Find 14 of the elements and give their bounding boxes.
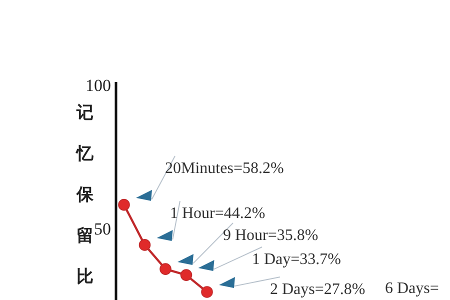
annotation: 20Minutes=58.2% <box>165 160 284 177</box>
point <box>118 198 130 211</box>
text: 6 Days= <box>385 280 439 297</box>
text: 2 Days=27.8% <box>270 281 366 298</box>
annotation: 1 Hour=44.2% <box>170 205 266 222</box>
text: 1 Day=33.7% <box>252 251 342 268</box>
point <box>180 269 192 281</box>
point <box>138 239 151 251</box>
text: 9 Hour=35.8% <box>223 227 318 244</box>
y-tick-label: 100 <box>86 76 111 95</box>
text: 记忆保留比 <box>76 103 94 287</box>
point <box>201 286 213 298</box>
point <box>160 263 172 275</box>
y-tick-label: 50 <box>94 219 111 238</box>
